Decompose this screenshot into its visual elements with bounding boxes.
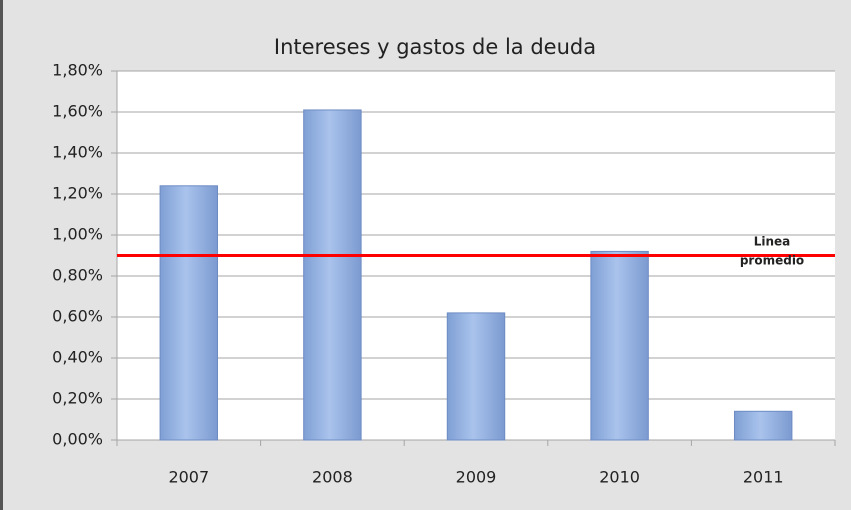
x-tick-label: 2008 bbox=[312, 468, 353, 487]
y-tick-label: 1,20% bbox=[52, 184, 103, 203]
bar bbox=[446, 312, 506, 441]
y-tick-label: 0,20% bbox=[52, 389, 103, 408]
y-tick-label: 1,80% bbox=[52, 61, 103, 80]
average-label: Linea promedio bbox=[740, 234, 804, 267]
bar bbox=[733, 410, 793, 441]
x-tick-label: 2011 bbox=[743, 468, 784, 487]
y-tick-label: 1,00% bbox=[52, 225, 103, 244]
y-tick-label: 1,40% bbox=[52, 143, 103, 162]
bar bbox=[590, 250, 649, 441]
x-tick-label: 2007 bbox=[168, 468, 209, 487]
y-tick-label: 1,60% bbox=[52, 102, 103, 121]
chart-title: Intereses y gastos de la deuda bbox=[274, 35, 596, 59]
y-tick-label: 0,40% bbox=[52, 348, 103, 367]
bar bbox=[159, 185, 219, 441]
y-tick-label: 0,80% bbox=[52, 266, 103, 285]
left-edge bbox=[0, 0, 3, 510]
x-tick-label: 2009 bbox=[456, 468, 497, 487]
y-tick-label: 0,00% bbox=[52, 430, 103, 449]
x-tick-label: 2010 bbox=[599, 468, 640, 487]
y-tick-label: 0,60% bbox=[52, 307, 103, 326]
bar bbox=[303, 109, 362, 441]
